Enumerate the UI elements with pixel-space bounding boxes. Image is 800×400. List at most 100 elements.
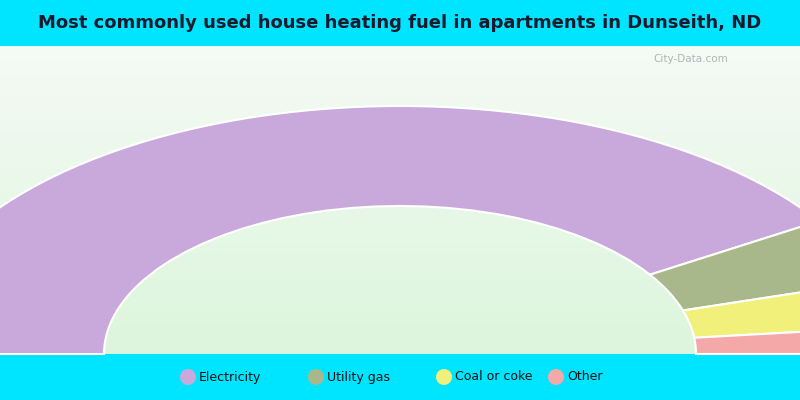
- Bar: [0, 188, 800, 189]
- Bar: [0, 154, 800, 155]
- Bar: [0, 182, 800, 183]
- Bar: [0, 192, 800, 194]
- Bar: [0, 202, 800, 203]
- Bar: [0, 174, 800, 175]
- Bar: [0, 272, 800, 274]
- Bar: [0, 309, 800, 311]
- Bar: [0, 162, 800, 163]
- Bar: [0, 180, 800, 182]
- Bar: [0, 203, 800, 205]
- Bar: [0, 311, 800, 312]
- Bar: [0, 97, 800, 98]
- Bar: [0, 343, 800, 345]
- Bar: [0, 206, 800, 208]
- Bar: [0, 118, 800, 120]
- Bar: [0, 292, 800, 294]
- Bar: [0, 318, 800, 320]
- Bar: [0, 262, 800, 263]
- Bar: [0, 260, 800, 262]
- Bar: [0, 336, 800, 337]
- Bar: [0, 172, 800, 174]
- Bar: [0, 122, 800, 123]
- Bar: [0, 149, 800, 151]
- Bar: [0, 178, 800, 180]
- Bar: [0, 61, 800, 63]
- Bar: [0, 129, 800, 131]
- Bar: [0, 104, 800, 106]
- Bar: [0, 302, 800, 303]
- Bar: [0, 236, 800, 237]
- Bar: [0, 243, 800, 245]
- Bar: [0, 75, 800, 77]
- Bar: [0, 134, 800, 135]
- Bar: [0, 88, 800, 89]
- Bar: [0, 160, 800, 162]
- Bar: [0, 95, 800, 97]
- Bar: [0, 251, 800, 252]
- Bar: [0, 94, 800, 95]
- Bar: [0, 214, 800, 215]
- Bar: [0, 312, 800, 314]
- Bar: [0, 326, 800, 328]
- Bar: [0, 126, 800, 128]
- Bar: [0, 77, 800, 78]
- Bar: [0, 291, 800, 292]
- Bar: [0, 329, 800, 331]
- Bar: [0, 74, 800, 75]
- Bar: [0, 46, 800, 48]
- Bar: [0, 0, 800, 46]
- Bar: [0, 80, 800, 82]
- Bar: [0, 245, 800, 246]
- Bar: [0, 114, 800, 115]
- Bar: [0, 332, 800, 334]
- Bar: [0, 338, 800, 340]
- Bar: [0, 83, 800, 84]
- Bar: [0, 316, 800, 317]
- Bar: [0, 51, 800, 52]
- Bar: [0, 86, 800, 88]
- Bar: [0, 152, 800, 154]
- Text: Other: Other: [567, 370, 602, 384]
- Bar: [0, 232, 800, 234]
- Bar: [0, 256, 800, 257]
- Bar: [0, 354, 800, 400]
- Wedge shape: [694, 327, 800, 354]
- Bar: [0, 158, 800, 160]
- Bar: [0, 237, 800, 238]
- Text: Most commonly used house heating fuel in apartments in Dunseith, ND: Most commonly used house heating fuel in…: [38, 14, 762, 32]
- Bar: [0, 137, 800, 138]
- Bar: [0, 91, 800, 92]
- Text: Coal or coke: Coal or coke: [455, 370, 533, 384]
- Bar: [0, 155, 800, 157]
- Bar: [0, 212, 800, 214]
- Bar: [0, 78, 800, 80]
- Bar: [0, 157, 800, 158]
- Ellipse shape: [180, 369, 196, 385]
- Bar: [0, 148, 800, 149]
- Bar: [0, 289, 800, 291]
- Bar: [0, 349, 800, 351]
- Bar: [0, 52, 800, 54]
- Bar: [0, 175, 800, 177]
- Bar: [0, 249, 800, 251]
- Bar: [0, 198, 800, 200]
- Bar: [0, 294, 800, 296]
- Bar: [0, 288, 800, 289]
- Bar: [0, 328, 800, 329]
- Bar: [0, 55, 800, 57]
- Bar: [0, 108, 800, 109]
- Bar: [0, 271, 800, 272]
- Text: City-Data.com: City-Data.com: [654, 54, 728, 64]
- Bar: [0, 194, 800, 195]
- Bar: [0, 185, 800, 186]
- Bar: [0, 265, 800, 266]
- Bar: [0, 84, 800, 86]
- Bar: [0, 164, 800, 166]
- Bar: [0, 215, 800, 217]
- Bar: [0, 298, 800, 300]
- Bar: [0, 240, 800, 242]
- Bar: [0, 82, 800, 83]
- Bar: [0, 112, 800, 114]
- Bar: [0, 308, 800, 309]
- Bar: [0, 128, 800, 129]
